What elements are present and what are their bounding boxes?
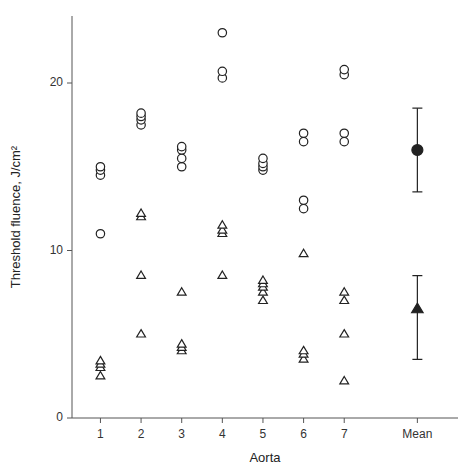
x-tick <box>417 418 418 423</box>
x-tick <box>222 418 223 423</box>
point <box>96 372 105 379</box>
point <box>340 377 349 384</box>
y-tick-label: 10 <box>50 243 64 257</box>
x-tick <box>100 418 101 423</box>
x-tick-label: 4 <box>219 427 226 441</box>
x-tick-label: 1 <box>97 427 104 441</box>
point <box>96 230 104 238</box>
point <box>218 29 226 37</box>
point <box>137 209 146 216</box>
point <box>299 137 307 145</box>
point <box>299 346 308 353</box>
point <box>259 296 268 303</box>
y-tick-label: 0 <box>56 410 63 424</box>
error-bar-cap <box>412 359 422 360</box>
axes: 0 10 20 1 2 3 4 5 6 7 Mean <box>50 16 458 441</box>
point <box>259 276 268 283</box>
point <box>178 154 186 162</box>
point <box>299 196 307 204</box>
series <box>96 209 349 384</box>
point <box>299 204 307 212</box>
chart: 0 10 20 1 2 3 4 5 6 7 Mean Aorta Threshold fluence, … <box>0 0 474 476</box>
point <box>96 356 105 363</box>
x-tick-label: 3 <box>178 427 185 441</box>
point <box>177 288 186 295</box>
series <box>96 29 348 238</box>
point <box>178 142 186 150</box>
point <box>96 163 104 171</box>
point <box>218 271 227 278</box>
point <box>178 163 186 171</box>
error-bar <box>412 276 422 360</box>
y-tick <box>67 83 72 84</box>
x-tick-label: 6 <box>300 427 307 441</box>
x-tick <box>141 418 142 423</box>
point <box>218 221 227 228</box>
point <box>137 330 146 337</box>
point <box>299 129 307 137</box>
y-tick-label: 20 <box>50 75 64 89</box>
series <box>412 276 423 360</box>
point <box>340 296 349 303</box>
x-axis-label: Aorta <box>249 450 281 465</box>
point <box>218 67 226 75</box>
x-tick-label: Mean <box>402 427 432 441</box>
y-tick <box>67 418 72 419</box>
x-tick <box>262 418 263 423</box>
point <box>177 340 186 347</box>
error-bar <box>412 108 422 192</box>
point <box>340 129 348 137</box>
x-tick <box>181 418 182 423</box>
point <box>340 137 348 145</box>
plot-area <box>96 29 423 384</box>
point <box>299 249 308 256</box>
y-axis-label: Threshold fluence, J/cm² <box>8 145 23 288</box>
point <box>259 154 267 162</box>
error-bar-cap <box>412 275 422 276</box>
mean-point <box>412 145 423 156</box>
x-tick-label: 2 <box>138 427 145 441</box>
series <box>412 108 423 192</box>
x-tick <box>344 418 345 423</box>
point <box>137 109 145 117</box>
x-tick <box>303 418 304 423</box>
y-axis-line <box>72 16 73 418</box>
y-tick <box>67 250 72 251</box>
error-bar-cap <box>412 191 422 192</box>
point <box>137 271 146 278</box>
point <box>340 65 348 73</box>
point <box>340 288 349 295</box>
mean-point <box>412 303 423 313</box>
x-axis-line <box>72 418 458 419</box>
x-tick-label: 7 <box>341 427 348 441</box>
x-tick-label: 5 <box>260 427 267 441</box>
point <box>340 330 349 337</box>
error-bar-line <box>417 276 418 360</box>
error-bar-cap <box>412 108 422 109</box>
